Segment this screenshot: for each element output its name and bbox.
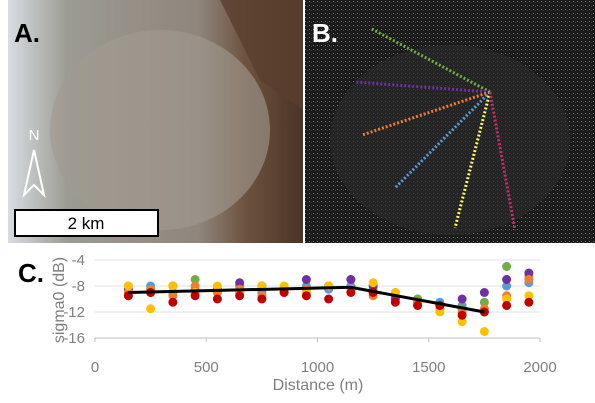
point xyxy=(479,327,489,336)
point xyxy=(524,275,534,284)
scale-bar xyxy=(14,209,159,237)
transect xyxy=(361,90,491,137)
transect xyxy=(488,91,517,231)
y-tick-label: -8 xyxy=(72,278,85,295)
fan xyxy=(50,30,270,230)
point xyxy=(168,297,178,307)
point xyxy=(235,278,245,288)
point xyxy=(479,288,489,297)
trend-line xyxy=(128,285,485,314)
mountains xyxy=(220,0,303,110)
point xyxy=(457,294,467,304)
y-tick-label: -4 xyxy=(72,252,85,269)
x-tick-label: 1000 xyxy=(301,359,334,376)
transect xyxy=(354,80,491,94)
x-tick-label: 0 xyxy=(91,359,99,376)
point xyxy=(346,288,356,297)
point xyxy=(502,262,512,271)
point xyxy=(435,307,445,317)
point xyxy=(502,294,512,304)
point xyxy=(146,304,156,314)
point xyxy=(301,291,311,301)
point xyxy=(324,294,334,304)
panel-label: A. xyxy=(14,18,40,48)
x-axis-label: Distance (m) xyxy=(273,377,364,394)
fan-dark xyxy=(330,45,570,235)
point xyxy=(190,291,200,301)
point xyxy=(212,281,222,291)
point xyxy=(524,297,534,307)
point xyxy=(502,301,512,310)
y-axis-label: sigma0 (dB) xyxy=(51,257,68,343)
transect xyxy=(369,26,491,94)
point xyxy=(190,281,200,291)
point xyxy=(502,281,512,291)
north-arrow xyxy=(22,149,46,199)
point xyxy=(190,275,200,284)
point xyxy=(123,281,133,291)
panel-label: C. xyxy=(18,258,44,288)
transect xyxy=(393,90,492,190)
point xyxy=(168,281,178,291)
transect xyxy=(453,91,492,229)
point xyxy=(235,291,245,301)
point xyxy=(479,297,489,307)
x-tick-label: 1500 xyxy=(412,359,445,376)
x-tick-label: 500 xyxy=(194,359,219,376)
transects xyxy=(354,26,517,231)
y-tick-label: -16 xyxy=(63,330,85,347)
point xyxy=(301,275,311,284)
scale-label: 2 km xyxy=(68,214,105,233)
point xyxy=(524,268,534,278)
y-tick-label: -12 xyxy=(63,304,85,321)
point xyxy=(524,291,534,301)
point xyxy=(212,294,222,304)
point xyxy=(502,275,512,284)
point xyxy=(368,278,378,288)
point xyxy=(390,297,400,307)
x-tick-label: 2000 xyxy=(523,359,556,376)
point xyxy=(346,275,356,284)
point xyxy=(413,301,423,310)
north-label: N xyxy=(29,127,40,144)
plot: -4 -8 -12 -16 0 500 1000 1500 2000 xyxy=(63,252,556,376)
point xyxy=(257,294,267,304)
panel-label: B. xyxy=(312,18,338,48)
point xyxy=(457,310,467,320)
point xyxy=(457,317,467,327)
point xyxy=(168,291,178,301)
